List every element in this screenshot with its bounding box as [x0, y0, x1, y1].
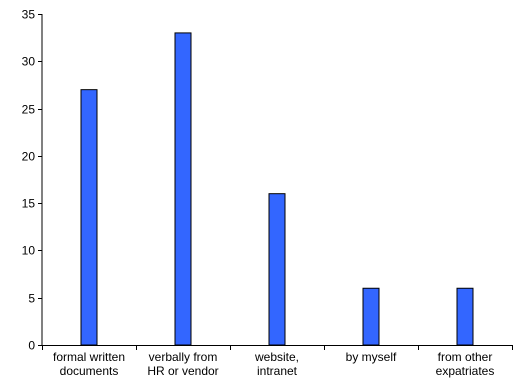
x-tick-label: by myself: [346, 350, 397, 364]
x-tick-label: website,: [254, 350, 299, 364]
x-tick-label: HR or vendor: [147, 364, 218, 378]
y-axis: 0 5 10 15 20 25 30 35: [22, 8, 43, 353]
y-tick-label: 20: [22, 150, 36, 164]
bar: [268, 193, 286, 346]
bar: [80, 89, 98, 346]
y-tick-label: 35: [22, 8, 36, 22]
bar: [174, 32, 192, 346]
x-tick-label: documents: [60, 364, 119, 378]
y-tick-label: 25: [22, 103, 36, 117]
y-tick-label: 10: [22, 244, 36, 258]
bar: [362, 287, 380, 346]
x-tick-label: verbally from: [149, 350, 218, 364]
x-tick-label: formal written: [53, 350, 125, 364]
bar: [456, 287, 474, 346]
x-tick-label: expatriates: [436, 364, 495, 378]
bars: [80, 32, 474, 346]
y-tick-label: 5: [28, 292, 35, 306]
y-tick-label: 0: [28, 339, 35, 353]
x-tick-label: intranet: [257, 364, 298, 378]
y-tick-label: 15: [22, 197, 36, 211]
y-tick-label: 30: [22, 55, 36, 69]
x-tick-label: from other: [438, 350, 493, 364]
